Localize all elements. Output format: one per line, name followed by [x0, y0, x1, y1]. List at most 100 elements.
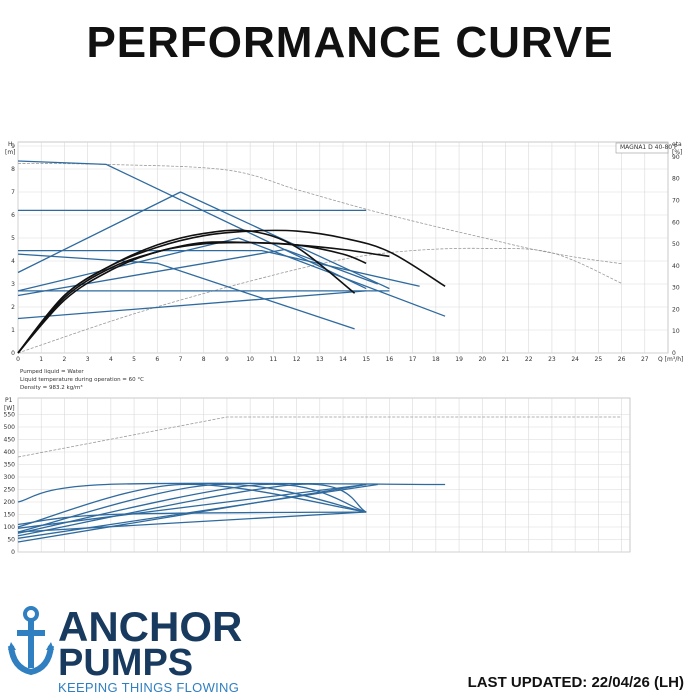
y-tick-label: 2	[11, 304, 15, 311]
control-curve	[17, 253, 355, 330]
power-chart: 0 50 100 150 200 250 300 350 400 450 500 550 P1[W]	[4, 397, 631, 556]
x-tick-label: 15	[362, 356, 370, 363]
x-tick-label: 1	[39, 356, 43, 363]
page-title: PERFORMANCE CURVE	[86, 18, 614, 67]
x-tick-label: 18	[432, 356, 440, 363]
x-tick-label: 10	[246, 356, 254, 363]
x-tick-label: 23	[548, 356, 556, 363]
y-tick-label: 3	[11, 281, 15, 288]
y2-tick-label: 60	[672, 219, 680, 226]
brand-logo: ANCHOR PUMPS KEEPING THINGS FLOWING	[8, 604, 248, 696]
conditions-block: Pumped liquid = Water Liquid temperature…	[20, 369, 144, 391]
y2-axis-label: eta	[672, 141, 682, 148]
y-tick-label: 300	[4, 474, 16, 481]
y2-tick-label: 50	[672, 241, 680, 248]
power-curve	[17, 483, 378, 539]
brand-name-line2: PUMPS	[58, 642, 194, 684]
y-tick-label: 50	[7, 537, 15, 544]
brand-tagline: KEEPING THINGS FLOWING	[58, 680, 240, 695]
x-tick-label: 5	[132, 356, 136, 363]
condition-line: Density = 983.2 kg/m³	[20, 384, 83, 391]
y-axis-unit: [W]	[4, 405, 15, 412]
power-curve	[17, 511, 367, 533]
x-tick-label: 4	[109, 356, 113, 363]
x-tick-label: 6	[155, 356, 159, 363]
y-tick-label: 450	[4, 437, 16, 444]
power-curve	[17, 482, 446, 503]
x-tick-label: 7	[179, 356, 183, 363]
x-tick-label: 19	[455, 356, 463, 363]
x-tick-label: 12	[293, 356, 301, 363]
y2-tick-label: 10	[672, 328, 680, 335]
anchor-icon	[8, 606, 54, 676]
y-tick-label: 200	[4, 499, 16, 506]
y-tick-label: 150	[4, 512, 16, 519]
y-tick-label: 550	[4, 412, 16, 419]
power-curve	[17, 483, 367, 537]
y2-tick-label: 90	[672, 154, 680, 161]
pump-curve	[17, 229, 356, 354]
x-tick-label: 20	[478, 356, 486, 363]
legend-label: MAGNA1 D 40-80 F	[620, 144, 678, 151]
y-axis-label: P1	[5, 397, 13, 404]
y2-tick-label: 70	[672, 197, 680, 204]
y-axis-unit: [m]	[5, 149, 16, 156]
control-curve	[17, 290, 367, 320]
y2-tick-label: 30	[672, 285, 680, 292]
x-tick-label: 3	[86, 356, 90, 363]
y-tick-label: 5	[11, 235, 15, 242]
y-tick-label: 6	[11, 212, 15, 219]
y-tick-label: 1	[11, 327, 15, 334]
control-curve	[17, 248, 379, 297]
control-curve	[18, 249, 420, 287]
plot-frame	[17, 397, 631, 553]
x-tick-label: 14	[339, 356, 347, 363]
y2-tick-label: 40	[672, 263, 680, 270]
y-axis-label: H	[8, 141, 13, 148]
x-tick-label: 24	[571, 356, 579, 363]
control-curve	[17, 191, 390, 290]
efficiency-curve	[17, 163, 622, 265]
y-tick-label: 9	[11, 143, 15, 150]
power-curve	[17, 483, 367, 533]
x-tick-label: 13	[316, 356, 324, 363]
legend-box	[615, 142, 669, 154]
y-tick-label: 8	[11, 166, 15, 173]
x-tick-label: 17	[409, 356, 417, 363]
power-curve	[17, 483, 367, 528]
y-tick-label: 100	[4, 524, 16, 531]
y-tick-label: 0	[11, 549, 15, 556]
power-curve	[17, 483, 367, 529]
y2-tick-label: 0	[672, 350, 676, 357]
x-tick-label: 9	[225, 356, 229, 363]
last-updated-label: LAST UPDATED: 22/04/26 (LH)	[467, 674, 684, 691]
pump-curve	[17, 241, 367, 354]
y2-tick-label: 20	[672, 306, 680, 313]
y2-axis-unit: [%]	[672, 149, 682, 156]
condition-line: Pumped liquid = Water	[20, 369, 84, 375]
y-tick-label: 7	[11, 189, 15, 196]
efficiency-curve	[17, 247, 622, 354]
condition-line: Liquid temperature during operation = 60…	[20, 377, 144, 383]
y-tick-label: 250	[4, 487, 16, 494]
y-tick-label: 0	[11, 350, 15, 357]
x-tick-label: 16	[386, 356, 394, 363]
pump-curve	[17, 241, 390, 354]
y-tick-label: 350	[4, 462, 16, 469]
x-tick-label: 8	[202, 356, 206, 363]
control-curve	[17, 160, 367, 290]
control-curve	[17, 237, 446, 317]
brand-name-line1: ANCHOR	[58, 603, 243, 650]
x-tick-label: 22	[525, 356, 533, 363]
x-tick-label: 0	[16, 356, 20, 363]
head-flow-chart: 0 1 2 3 4 5 6 7 8 9 10 11 12 13 14 15 16 17 18 19 20 21 22 23 24…	[5, 141, 683, 363]
y2-tick-label: 80	[672, 176, 680, 183]
x-tick-label: 26	[618, 356, 626, 363]
x-tick-label: 25	[595, 356, 603, 363]
x-tick-label: 11	[270, 356, 278, 363]
y-tick-label: 4	[11, 258, 15, 265]
x-tick-label: 21	[502, 356, 510, 363]
x-tick-label: 27	[641, 356, 649, 363]
x-axis-label: Q [m³/h]	[658, 356, 683, 363]
